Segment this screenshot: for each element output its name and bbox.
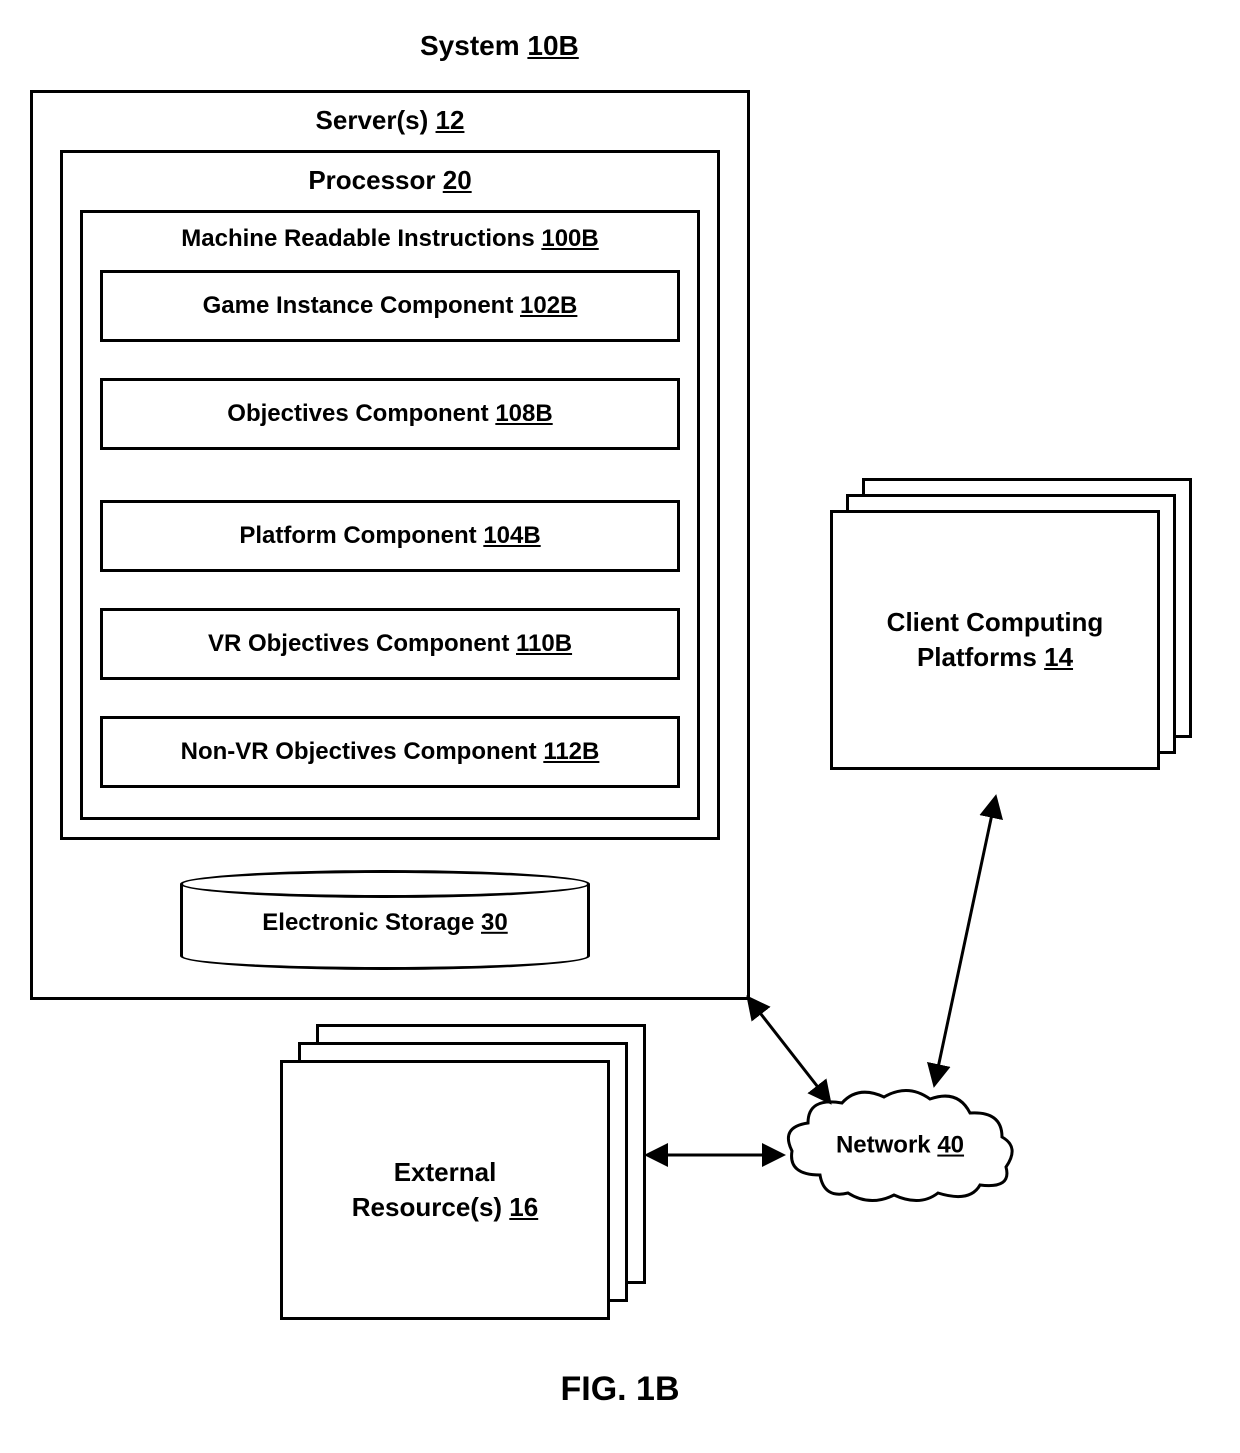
client-line1: Client Computing [887,605,1104,640]
processor-title-text: Processor [308,165,442,195]
mri-title: Machine Readable Instructions 100B [181,225,598,253]
component-0-ref: 102B [520,292,577,319]
component-3-text: VR Objectives Component [208,630,516,657]
client-line2-ref: 14 [1044,642,1073,672]
network-label: Network 40 [836,1132,964,1160]
client-stack-front: Client Computing Platforms 14 [830,510,1160,770]
server-title-text: Server(s) [316,105,436,135]
system-title-ref: 10B [527,30,578,61]
storage-label: Electronic Storage 30 [180,909,590,937]
server-title: Server(s) 12 [316,105,465,136]
component-0-text: Game Instance Component [203,292,520,319]
diagram-canvas: System 10B Server(s) 12 Processor 20 Mac… [0,0,1240,1453]
component-4-text: Non-VR Objectives Component [181,738,544,765]
system-title-text: System [420,30,527,61]
component-platform: Platform Component 104B [100,500,680,572]
component-2-text: Platform Component [239,522,483,549]
network-text: Network [836,1132,937,1159]
mri-title-ref: 100B [541,225,598,252]
component-game-instance: Game Instance Component 102B [100,270,680,342]
electronic-storage: Electronic Storage 30 [180,870,590,970]
figure-label-text: FIG. 1B [560,1370,679,1408]
server-title-ref: 12 [436,105,465,135]
system-title: System 10B [420,30,579,62]
mri-title-text: Machine Readable Instructions [181,225,541,252]
component-1-text: Objectives Component [227,400,495,427]
external-line2-text: Resource(s) [352,1192,510,1222]
figure-label: FIG. 1B [560,1370,679,1409]
component-1-ref: 108B [495,400,552,427]
storage-ref: 30 [481,909,508,936]
processor-title-ref: 20 [443,165,472,195]
component-4-ref: 112B [543,738,599,765]
external-line2-ref: 16 [509,1192,538,1222]
component-vr-objectives: VR Objectives Component 110B [100,608,680,680]
component-non-vr-objectives: Non-VR Objectives Component 112B [100,716,680,788]
component-objectives: Objectives Component 108B [100,378,680,450]
processor-title: Processor 20 [308,165,471,196]
client-line2-text: Platforms [917,642,1044,672]
component-3-ref: 110B [516,630,572,657]
storage-text: Electronic Storage [262,909,481,936]
component-2-ref: 104B [483,522,540,549]
network-cloud: Network 40 [780,1085,1020,1205]
external-stack-front: External Resource(s) 16 [280,1060,610,1320]
network-ref: 40 [937,1132,964,1159]
external-line1: External [352,1155,538,1190]
